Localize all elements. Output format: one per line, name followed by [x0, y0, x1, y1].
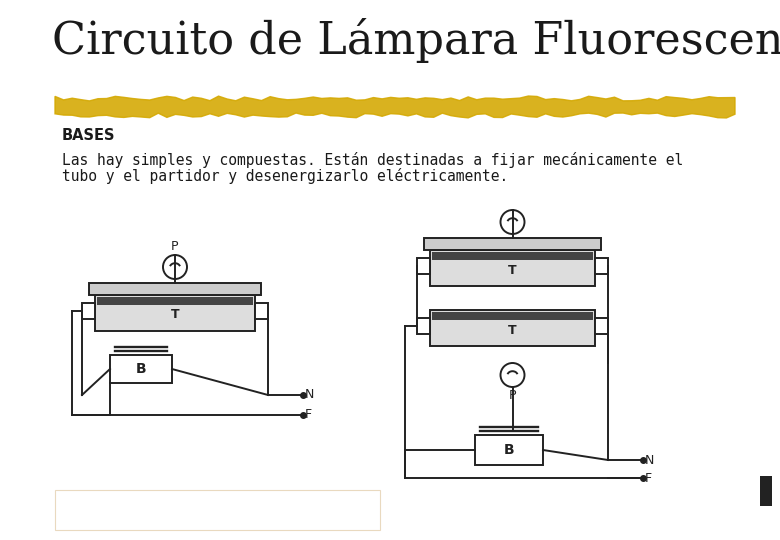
Bar	[760, 476, 772, 506]
Text: Circuito de Lámpara Fluorescente.: Circuito de Lámpara Fluorescente.	[52, 18, 780, 63]
Bar	[432, 252, 593, 260]
Text: Las hay simples y compuestas. Están destinadas a fijar mecánicamente el: Las hay simples y compuestas. Están dest…	[62, 152, 683, 168]
Text: T: T	[509, 323, 517, 336]
Bar	[55, 490, 380, 530]
Text: T: T	[171, 308, 179, 321]
Bar	[97, 297, 253, 305]
Text: B: B	[136, 362, 147, 376]
Text: tubo y el partidor y desenergizarlo eléctricamente.: tubo y el partidor y desenergizarlo eléc…	[62, 168, 509, 184]
Bar	[82, 303, 95, 319]
Polygon shape	[55, 96, 735, 118]
Text: F: F	[645, 471, 652, 484]
Bar	[595, 258, 608, 274]
Bar	[424, 238, 601, 250]
Circle shape	[501, 363, 524, 387]
Bar	[417, 258, 430, 274]
Circle shape	[163, 255, 187, 279]
Bar	[255, 303, 268, 319]
Bar	[417, 318, 430, 334]
Text: P: P	[172, 240, 179, 253]
Text: N: N	[645, 454, 654, 467]
Bar	[110, 355, 172, 383]
Bar	[432, 312, 593, 320]
Bar	[430, 310, 595, 346]
Bar	[475, 435, 543, 465]
Bar	[430, 250, 595, 286]
Bar	[595, 318, 608, 334]
Circle shape	[501, 210, 524, 234]
Text: B: B	[504, 443, 514, 457]
Text: T: T	[509, 264, 517, 276]
Text: F: F	[305, 408, 312, 422]
Bar	[95, 295, 255, 331]
Bar	[89, 283, 261, 295]
Text: P: P	[509, 389, 516, 402]
Text: BASES: BASES	[62, 128, 115, 143]
Text: N: N	[305, 388, 314, 402]
